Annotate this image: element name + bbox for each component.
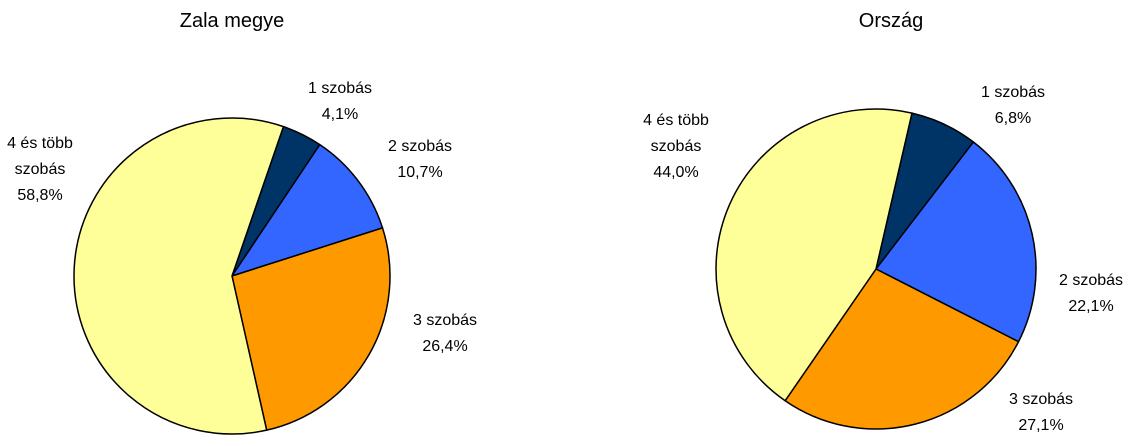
pie-slice-3-szobas xyxy=(231,227,391,431)
data-label-line: 26,4% xyxy=(422,338,467,355)
chart-title: Ország xyxy=(859,10,923,32)
data-label-line: 4 és több xyxy=(7,135,73,152)
data-label-4-es-tobb-szobas: 4 és több szobás 44,0% xyxy=(643,112,709,181)
data-label-line: 27,1% xyxy=(1018,417,1063,434)
data-label-line: 6,8% xyxy=(995,110,1031,127)
data-label-2-szobas: 2 szobás 10,7% xyxy=(388,138,452,181)
pie-slice-3-szobas xyxy=(784,268,1020,430)
pie-slice-2-szobas xyxy=(231,143,384,277)
data-label-line: 22,1% xyxy=(1068,298,1113,315)
data-label-line: 4,1% xyxy=(322,106,358,123)
data-label-line: 2 szobás xyxy=(1059,272,1123,289)
pie-chart-orszag: Ország 1 szobás 6,8% 2 szobás 22,1% 3 szobás 2… xyxy=(643,10,1123,434)
pie-slice-4-es-tobb-szobas xyxy=(73,117,285,435)
data-label-line: 3 szobás xyxy=(413,312,477,329)
data-label-line: 3 szobás xyxy=(1009,391,1073,408)
chart-title: Zala megye xyxy=(180,10,285,32)
pie-slice-2-szobas xyxy=(875,141,1037,343)
data-label-line: 58,8% xyxy=(17,187,62,204)
data-label-line: 4 és több xyxy=(643,112,709,129)
pie-chart-zala: Zala megye 1 szobás 4,1% 2 szobás 10,7% 3 szo… xyxy=(7,10,477,435)
data-label-1-szobas: 1 szobás 6,8% xyxy=(981,84,1045,127)
data-label-2-szobas: 2 szobás 22,1% xyxy=(1059,272,1123,315)
data-label-line: szobás xyxy=(15,161,66,178)
data-label-line: 1 szobás xyxy=(308,80,372,97)
data-label-3-szobas: 3 szobás 26,4% xyxy=(413,312,477,355)
data-label-line: 10,7% xyxy=(397,164,442,181)
data-label-line: 1 szobás xyxy=(981,84,1045,101)
data-label-3-szobas: 3 szobás 27,1% xyxy=(1009,391,1073,434)
data-label-4-es-tobb-szobas: 4 és több szobás 58,8% xyxy=(7,135,73,204)
data-label-line: 44,0% xyxy=(653,164,698,181)
data-label-line: szobás xyxy=(651,138,702,155)
data-label-line: 2 szobás xyxy=(388,138,452,155)
data-label-1-szobas: 1 szobás 4,1% xyxy=(308,80,372,123)
pie-slice-4-es-tobb-szobas xyxy=(715,108,913,402)
